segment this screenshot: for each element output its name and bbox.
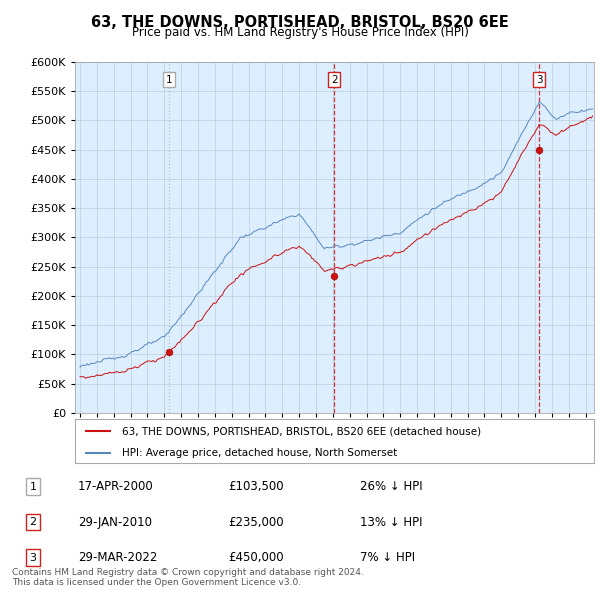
Text: 3: 3 (29, 553, 37, 562)
Text: 1: 1 (29, 482, 37, 491)
Text: 63, THE DOWNS, PORTISHEAD, BRISTOL, BS20 6EE (detached house): 63, THE DOWNS, PORTISHEAD, BRISTOL, BS20… (122, 427, 481, 436)
Text: £103,500: £103,500 (228, 480, 284, 493)
Text: Contains HM Land Registry data © Crown copyright and database right 2024.: Contains HM Land Registry data © Crown c… (12, 568, 364, 577)
Text: 2: 2 (331, 74, 337, 84)
Text: 26% ↓ HPI: 26% ↓ HPI (360, 480, 422, 493)
Text: 1: 1 (166, 74, 173, 84)
Text: 29-MAR-2022: 29-MAR-2022 (78, 551, 157, 564)
Text: 3: 3 (536, 74, 542, 84)
Text: 29-JAN-2010: 29-JAN-2010 (78, 516, 152, 529)
Text: 17-APR-2000: 17-APR-2000 (78, 480, 154, 493)
Text: 13% ↓ HPI: 13% ↓ HPI (360, 516, 422, 529)
Text: 63, THE DOWNS, PORTISHEAD, BRISTOL, BS20 6EE: 63, THE DOWNS, PORTISHEAD, BRISTOL, BS20… (91, 15, 509, 30)
Text: Price paid vs. HM Land Registry's House Price Index (HPI): Price paid vs. HM Land Registry's House … (131, 26, 469, 39)
Text: 7% ↓ HPI: 7% ↓ HPI (360, 551, 415, 564)
Text: HPI: Average price, detached house, North Somerset: HPI: Average price, detached house, Nort… (122, 448, 397, 458)
Text: £235,000: £235,000 (228, 516, 284, 529)
Text: This data is licensed under the Open Government Licence v3.0.: This data is licensed under the Open Gov… (12, 578, 301, 587)
Text: 2: 2 (29, 517, 37, 527)
Text: £450,000: £450,000 (228, 551, 284, 564)
